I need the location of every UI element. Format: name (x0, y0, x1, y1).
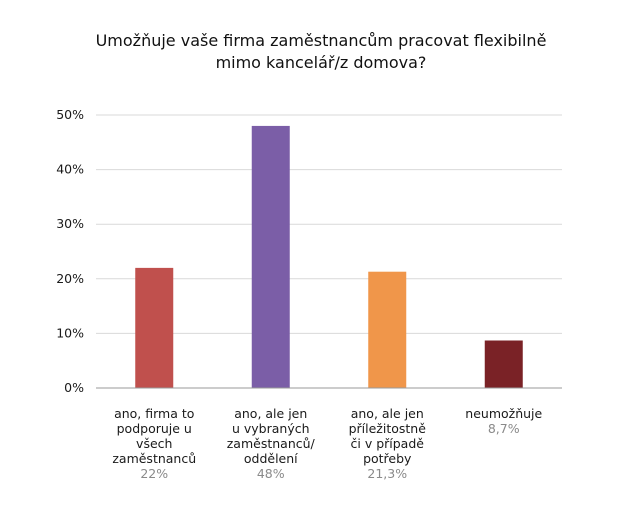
y-tick-label: 50% (56, 107, 84, 122)
gridlines (96, 114, 562, 334)
chart-title-line-1: Umožňuje vaše firma zaměstnancům pracova… (95, 31, 547, 50)
bar-4 (484, 340, 523, 388)
data-label: 8,7% (487, 421, 520, 436)
bar-2 (251, 125, 290, 389)
category-label-1: ano, firma to podporuje u všech zaměstnanc… (102, 406, 206, 481)
category-label-line: zaměstnanců (112, 451, 197, 466)
y-tick-label: 40% (56, 162, 84, 177)
category-label-line: oddělení (243, 451, 298, 466)
y-tick-label: 0% (64, 380, 84, 395)
data-label: 22% (140, 466, 169, 481)
bar-1 (135, 267, 174, 388)
category-label-line: potřeby (363, 451, 412, 466)
data-label: 21,3% (367, 466, 408, 481)
bar-3 (368, 271, 407, 388)
bars (135, 125, 523, 389)
category-label-line: ano, firma to (114, 406, 195, 421)
y-tick-label: 20% (56, 271, 84, 286)
category-label-line: ano, ale jen (234, 406, 308, 421)
category-label-2: ano, ale jen u vybraných zaměstnanců/odděl… (219, 406, 323, 481)
category-label-line: či v případě (350, 436, 424, 451)
category-label-line: zaměstnanců/ (226, 436, 315, 451)
category-label-4: neumožňuje 8,7% (452, 406, 556, 436)
category-label-line: ano, ale jen (350, 406, 424, 421)
chart-title: Umožňuje vaše firma zaměstnancům pracova… (60, 30, 582, 74)
chart-title-line-2: mimo kancelář/z domova? (215, 53, 427, 72)
category-label-3: ano, ale jen příležitostně či v případě pot… (335, 406, 439, 481)
y-axis-tick-labels: 0% 10% 20% 30% 40% 50% (56, 107, 84, 395)
y-tick-label: 30% (56, 216, 84, 231)
data-label: 48% (256, 466, 285, 481)
y-tick-label: 10% (56, 325, 84, 340)
category-label-line: neumožňuje (465, 406, 543, 421)
category-label-line: u vybraných (231, 421, 310, 436)
category-label-line: podporuje u všech (116, 421, 192, 451)
category-label-line: příležitostně (348, 421, 426, 436)
